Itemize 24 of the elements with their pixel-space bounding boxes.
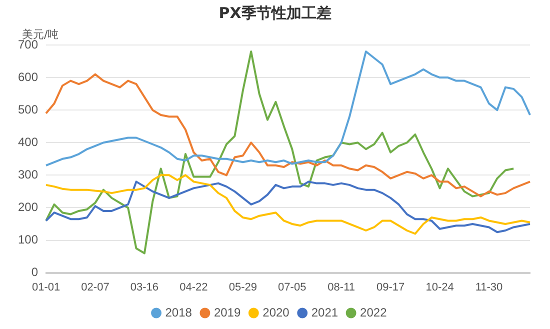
y-tick-label: 100	[18, 232, 38, 247]
legend-label: 2021	[311, 305, 338, 320]
legend-label: 2018	[165, 305, 192, 320]
x-tick-label: 02-07	[81, 281, 110, 294]
y-tick-label: 200	[18, 200, 38, 214]
legend-label: 2022	[360, 305, 388, 320]
chart-title: PX季节性加工差	[218, 4, 332, 23]
x-tick-label: 07-05	[278, 281, 306, 294]
y-tick-label: 0	[31, 265, 38, 280]
y-tick-label: 300	[18, 167, 38, 182]
y-tick-label: 500	[18, 102, 38, 116]
legend-label: 2019	[214, 305, 241, 320]
x-tick-label: 01-01	[32, 281, 60, 294]
x-tick-label: 05-29	[228, 281, 257, 294]
x-tick-label: 10-24	[426, 281, 454, 294]
x-tick-label: 11-30	[475, 281, 503, 294]
x-tick-label: 08-11	[328, 281, 355, 294]
y-tick-label: 400	[18, 134, 38, 149]
legend-label: 2020	[262, 305, 290, 320]
x-tick-label: 09-17	[376, 281, 405, 294]
y-axis-title: 美元/吨	[22, 27, 59, 41]
x-tick-label: 04-22	[180, 281, 208, 294]
y-tick-label: 600	[18, 70, 38, 84]
x-tick-label: 03-16	[130, 281, 159, 294]
